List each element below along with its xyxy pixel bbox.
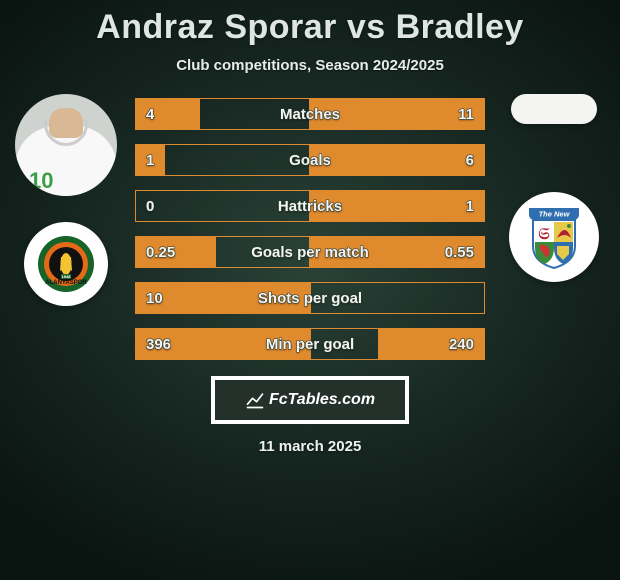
bar-fill-right [309,145,484,175]
right-player-avatar-placeholder [511,94,597,124]
stat-row: 10Shots per goal [135,282,485,314]
stat-row: 1Goals6 [135,144,485,176]
brand-label: FcTables.com [269,391,375,409]
svg-text:The New: The New [539,210,571,219]
bar-fill-left [136,99,200,129]
bar-fill-left [136,329,311,359]
page-title: Andraz Sporar vs Bradley [96,8,524,47]
stat-row: 396Min per goal240 [135,328,485,360]
svg-text:ALANYASPOR: ALANYASPOR [45,280,87,286]
stat-row: 4Matches11 [135,98,485,130]
stat-row: 0.25Goals per match0.55 [135,236,485,268]
left-club-logo: ALANYASPOR 1948 [24,222,108,306]
right-club-logo: The New 𝔖 [509,192,599,282]
bar-fill-right [309,191,484,221]
svg-text:𝔖: 𝔖 [538,226,550,243]
right-player-column: The New 𝔖 [499,92,609,282]
left-player-avatar: 10 [15,94,117,196]
fctables-brand-box: FcTables.com [211,376,409,424]
date-label: 11 march 2025 [259,438,362,455]
chart-icon [245,390,265,410]
svg-text:1948: 1948 [62,274,72,279]
bar-fill-right [309,237,484,267]
bar-fill-right [309,99,484,129]
bar-fill-left [136,145,165,175]
left-player-column: 10 ALANYASPOR 1948 [11,92,121,306]
page-subtitle: Club competitions, Season 2024/2025 [176,57,444,74]
bar-fill-right [378,329,484,359]
left-player-shirt-number: 10 [29,168,53,194]
bar-fill-left [136,283,311,313]
stat-row: 0Hattricks1 [135,190,485,222]
stat-bars: 4Matches11 1Goals6 0Hattricks1 0.25Goals pe… [135,92,485,360]
bar-fill-left [136,237,216,267]
